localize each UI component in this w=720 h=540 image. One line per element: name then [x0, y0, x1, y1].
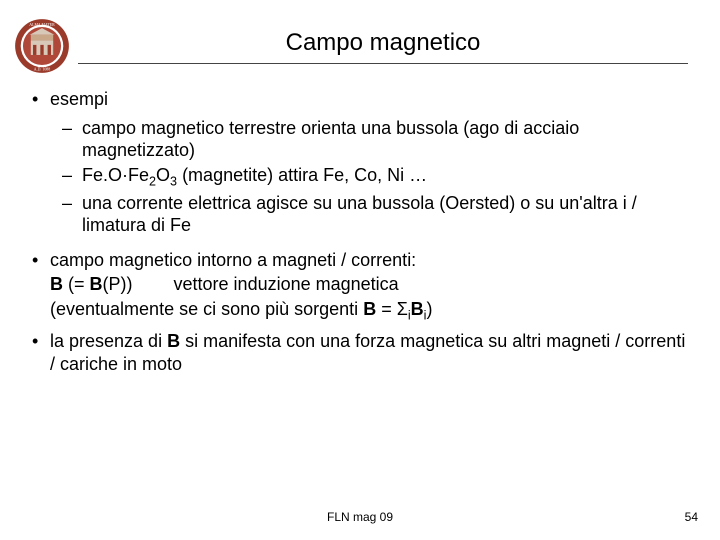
page-number: 54: [685, 510, 698, 524]
sub-bullet-terrestre: campo magnetico terrestre orienta una bu…: [50, 117, 692, 162]
slide-content: esempi campo magnetico terrestre orienta…: [0, 74, 720, 375]
footer-center: FLN mag 09: [0, 510, 720, 524]
svg-text:ALMA MATER: ALMA MATER: [29, 23, 55, 27]
slide-header: ALMA MATER A.D. 1088 Campo magnetico: [0, 0, 720, 74]
university-seal-icon: ALMA MATER A.D. 1088: [14, 18, 70, 74]
campo-line: campo magnetico intorno a magneti / corr…: [50, 250, 416, 270]
sub-bullet-oersted: una corrente elettrica agisce su una bus…: [50, 192, 692, 237]
bullet-esempi-label: esempi: [50, 89, 108, 109]
bullet-campo: campo magnetico intorno a magneti / corr…: [28, 249, 692, 324]
bullet-presenza: la presenza di B si manifesta con una fo…: [28, 330, 692, 375]
b-symbol: B: [50, 274, 63, 294]
page-title: Campo magnetico: [78, 29, 688, 57]
svg-text:A.D. 1088: A.D. 1088: [34, 68, 50, 72]
vettore-label: vettore induzione magnetica: [174, 274, 399, 294]
bullet-esempi: esempi campo magnetico terrestre orienta…: [28, 88, 692, 237]
sub-bullet-magnetite: Fe.O·Fe2O3 (magnetite) attira Fe, Co, Ni…: [50, 164, 692, 190]
title-container: Campo magnetico: [78, 29, 688, 64]
